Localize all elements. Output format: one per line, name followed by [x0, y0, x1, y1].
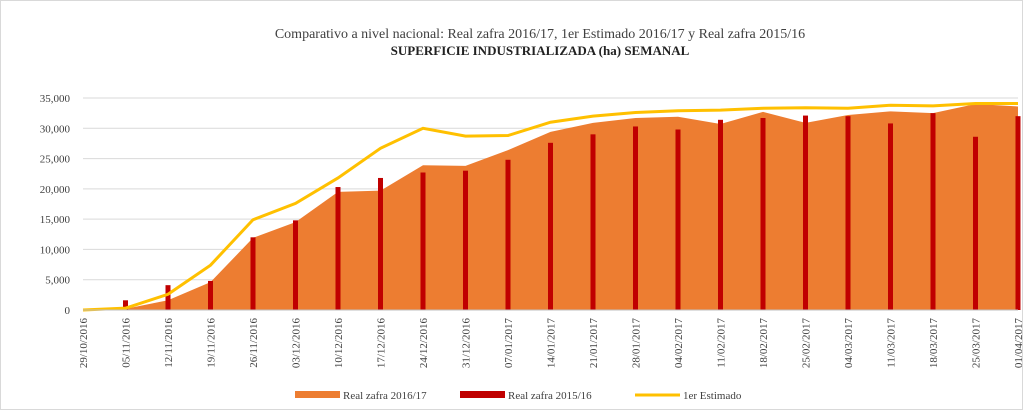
legend-label: Real zafra 2015/16 [508, 390, 592, 402]
x-tick-label: 11/02/2017 [716, 318, 728, 368]
y-tick-label: 15,000 [40, 214, 71, 226]
bar [1015, 116, 1021, 311]
x-tick-label: 03/12/2016 [291, 318, 303, 369]
bar [420, 172, 426, 310]
bar [930, 113, 936, 311]
x-tick-label: 26/11/2016 [248, 318, 260, 368]
x-tick-label: 11/03/2017 [886, 318, 898, 368]
bar [378, 177, 383, 310]
x-tick-label: 14/01/2017 [546, 318, 558, 369]
bar [888, 123, 893, 310]
x-tick-label: 21/01/2017 [588, 318, 600, 369]
x-tick-label: 19/11/2016 [206, 318, 218, 368]
x-tick-label: 24/12/2016 [418, 318, 430, 369]
bar [633, 126, 638, 311]
bar [590, 134, 596, 310]
x-tick-label: 04/02/2017 [673, 318, 685, 369]
bar [123, 300, 128, 310]
bar [463, 170, 468, 310]
y-tick-label: 5,000 [45, 275, 70, 287]
x-tick-label: 29/10/2016 [78, 318, 90, 369]
x-tick-label: 18/02/2017 [758, 318, 770, 369]
x-tick-label: 05/11/2016 [121, 318, 133, 368]
legend-label: 1er Estimado [683, 390, 742, 402]
bar [718, 119, 723, 310]
bar [293, 220, 298, 310]
bar [845, 116, 851, 311]
x-tick-label: 28/01/2017 [631, 318, 643, 369]
chart-title: Comparativo a nivel nacional: Real zafra… [275, 27, 805, 42]
legend-swatch [460, 391, 505, 398]
x-tick-label: 25/03/2017 [971, 318, 983, 369]
bar [250, 237, 256, 310]
y-tick-label: 0 [65, 305, 71, 317]
bar [803, 115, 808, 311]
x-tick-label: 01/04/2017 [1013, 318, 1023, 369]
x-tick-label: 18/03/2017 [928, 318, 940, 369]
chart-subtitle: SUPERFICIE INDUSTRIALIZADA (ha) SEMANAL [391, 43, 690, 58]
x-tick-label: 10/12/2016 [333, 318, 345, 369]
x-tick-label: 12/11/2016 [163, 318, 175, 368]
legend-label: Real zafra 2016/17 [343, 390, 427, 402]
x-tick-label: 31/12/2016 [461, 318, 473, 369]
bar [548, 142, 553, 310]
y-tick-label: 35,000 [40, 93, 71, 105]
x-tick-label: 17/12/2016 [376, 318, 388, 369]
legend-swatch [295, 391, 340, 398]
bar [973, 136, 978, 310]
y-tick-label: 10,000 [40, 244, 71, 256]
x-tick-label: 04/03/2017 [843, 318, 855, 369]
x-tick-label: 07/01/2017 [503, 318, 515, 369]
bar [675, 129, 681, 310]
y-tick-label: 25,000 [40, 154, 71, 166]
y-tick-label: 20,000 [40, 184, 71, 196]
bar [760, 117, 766, 310]
bar [335, 187, 341, 310]
line [82, 101, 1018, 312]
bar [165, 285, 171, 310]
bar [505, 159, 511, 310]
x-tick-label: 25/02/2017 [801, 318, 813, 369]
bar [208, 280, 213, 310]
y-tick-label: 30,000 [40, 123, 71, 135]
